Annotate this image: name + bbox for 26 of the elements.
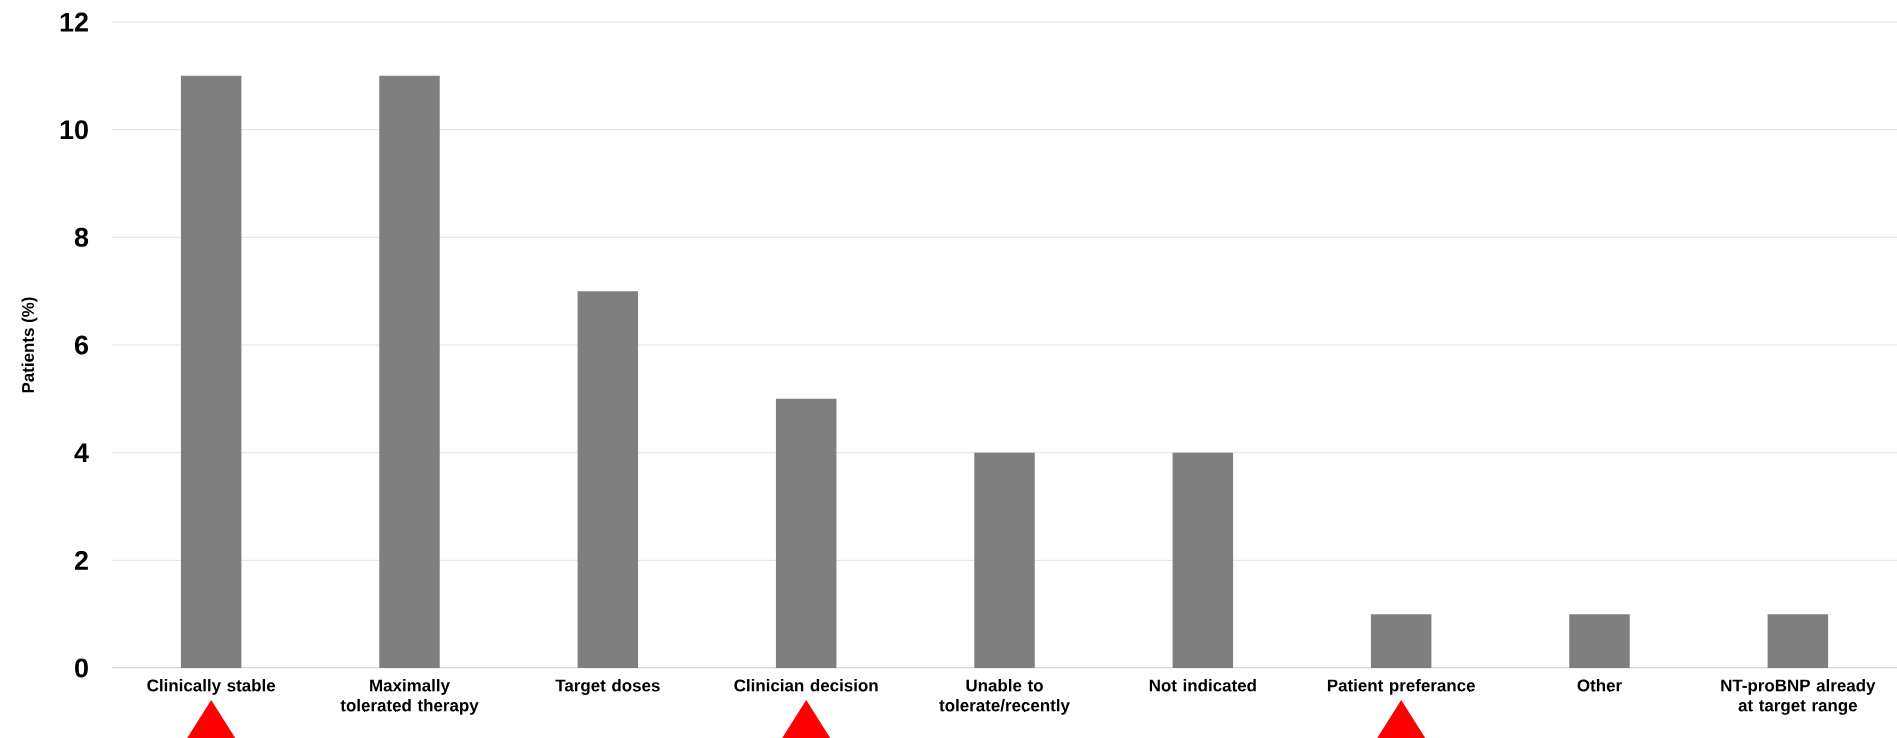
x-tick-label: Maximally tolerated therapy <box>340 679 479 715</box>
x-tick-label: Clinician decision <box>734 679 878 692</box>
bar <box>1767 614 1829 668</box>
bar <box>1172 452 1234 668</box>
bar <box>775 398 837 668</box>
y-tick-label: 8 <box>74 227 89 247</box>
x-tick-label: NT-proBNP already at target range <box>1721 679 1876 715</box>
bar <box>1370 614 1432 668</box>
bar <box>974 452 1035 668</box>
y-tick-label: 10 <box>60 120 88 140</box>
x-tick-label: Patient preferance <box>1327 679 1475 695</box>
bar <box>180 75 242 668</box>
bar <box>1569 614 1630 668</box>
x-tick-label: Unable to tolerate/recently <box>939 679 1070 715</box>
x-tick-label: Other <box>1577 679 1622 692</box>
y-axis-title: Patients (%) <box>21 297 38 393</box>
y-tick-label: 6 <box>75 335 88 355</box>
x-tick-label: Clinically stable <box>147 679 276 695</box>
bar <box>379 75 440 668</box>
x-tick-label: Not indicated <box>1149 679 1256 692</box>
y-tick-label: 0 <box>75 658 88 678</box>
y-tick-label: 4 <box>74 443 89 462</box>
y-tick-label: 2 <box>74 550 88 570</box>
bar <box>577 291 639 668</box>
y-tick-label: 12 <box>60 12 88 32</box>
x-tick-label: Target doses <box>555 679 660 695</box>
